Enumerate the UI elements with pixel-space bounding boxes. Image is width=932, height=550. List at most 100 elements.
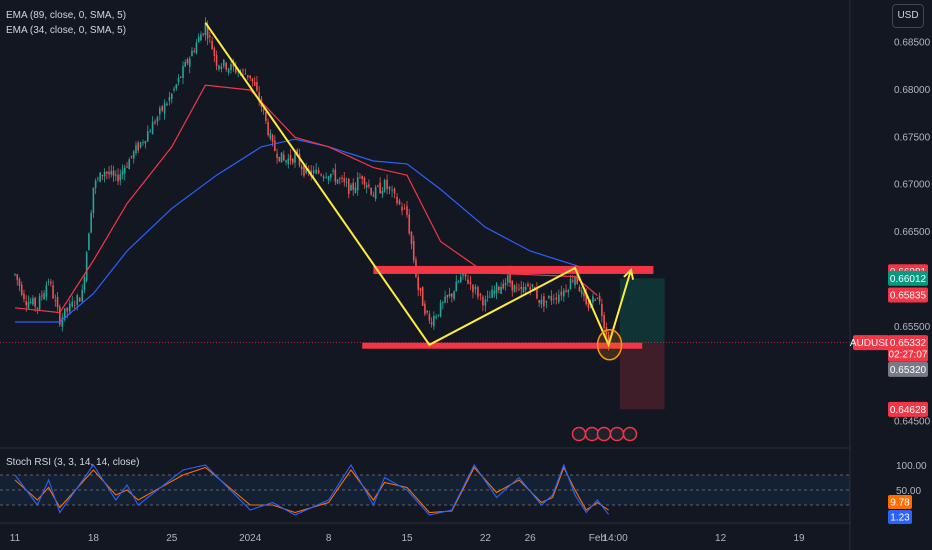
candle-body bbox=[305, 167, 307, 174]
candle-body bbox=[291, 158, 294, 163]
candle-body bbox=[474, 286, 477, 290]
price-badge-label: AUDUSD bbox=[850, 338, 892, 349]
candle-body bbox=[235, 66, 237, 73]
economic-event-icon bbox=[622, 426, 638, 442]
candle-body bbox=[81, 289, 83, 302]
candle-body bbox=[439, 302, 442, 317]
candle-body bbox=[130, 155, 133, 157]
price-badge bbox=[888, 335, 928, 351]
time-tick-label: 15 bbox=[401, 533, 413, 544]
candle-body bbox=[336, 179, 339, 184]
candle-body bbox=[330, 173, 332, 178]
candle-body bbox=[50, 281, 52, 284]
price-badge-label: 0.66012 bbox=[890, 274, 927, 285]
candle-body bbox=[128, 159, 131, 170]
candle-body bbox=[451, 293, 453, 297]
economic-event-icon bbox=[584, 426, 600, 442]
candle-body bbox=[34, 297, 36, 307]
candle-body bbox=[500, 286, 502, 294]
candle-body bbox=[204, 23, 207, 35]
candle-body bbox=[424, 303, 426, 315]
candle-body bbox=[85, 252, 88, 281]
ema34-legend[interactable]: EMA (34, close, 0, SMA, 5) bbox=[6, 25, 127, 36]
stoch-rsi-legend[interactable]: Stoch RSI (3, 3, 14, 14, close) bbox=[6, 457, 140, 468]
candle-body bbox=[444, 296, 446, 303]
candle-body bbox=[92, 187, 95, 213]
candle-body bbox=[383, 179, 386, 192]
candle-body bbox=[315, 169, 317, 174]
candle-body bbox=[47, 281, 50, 283]
candle-body bbox=[520, 286, 523, 289]
candle-body bbox=[94, 180, 97, 188]
candle-body bbox=[137, 142, 139, 151]
resistance-zone bbox=[373, 265, 654, 274]
candle-body bbox=[419, 288, 422, 291]
candle-body bbox=[332, 170, 334, 172]
candle-body bbox=[459, 276, 462, 282]
candle-body bbox=[151, 121, 154, 135]
candle-body bbox=[117, 174, 119, 182]
candle-body bbox=[567, 289, 570, 292]
candle-body bbox=[374, 187, 377, 199]
candle-body bbox=[142, 142, 144, 143]
price-badge bbox=[888, 361, 928, 377]
stoch-tick-label: 50.00 bbox=[896, 486, 921, 497]
candle-body bbox=[507, 275, 509, 283]
currency-button[interactable]: USD bbox=[892, 4, 924, 28]
candle-body bbox=[327, 176, 330, 181]
candle-body bbox=[472, 284, 474, 293]
candle-body bbox=[412, 240, 415, 261]
candle-body bbox=[90, 212, 92, 233]
candle-body bbox=[527, 284, 529, 287]
candle-body bbox=[345, 182, 348, 184]
candle-body bbox=[365, 184, 368, 188]
pattern-arrow-head bbox=[623, 267, 635, 280]
candle-body bbox=[361, 176, 363, 180]
candle-body bbox=[479, 293, 482, 296]
candle-body bbox=[435, 316, 437, 318]
candle-body bbox=[391, 189, 393, 191]
candle-body bbox=[179, 76, 182, 78]
candle-body bbox=[555, 297, 558, 300]
candle-body bbox=[25, 301, 27, 306]
candle-body bbox=[197, 36, 200, 43]
candle-body bbox=[469, 281, 472, 285]
candle-body bbox=[491, 289, 493, 298]
candle-body bbox=[548, 296, 550, 298]
time-tick-label: 18 bbox=[88, 533, 100, 544]
candle-body bbox=[182, 66, 184, 79]
candle-body bbox=[163, 103, 166, 114]
time-tick-label: 19 bbox=[793, 533, 805, 544]
candle-body bbox=[218, 65, 220, 70]
candle-body bbox=[108, 172, 110, 175]
time-tick-label: 11 bbox=[10, 533, 21, 544]
price-tick-label: 0.64500 bbox=[894, 416, 931, 427]
candle-body bbox=[258, 92, 260, 102]
candle-body bbox=[225, 62, 227, 70]
candle-body bbox=[215, 55, 218, 66]
candle-body bbox=[161, 105, 163, 111]
price-badge-label: 02:27:07 bbox=[889, 350, 928, 361]
candle-body bbox=[509, 271, 511, 284]
candle-body bbox=[543, 296, 545, 307]
candle-body bbox=[294, 153, 296, 163]
stop-zone bbox=[619, 342, 665, 410]
price-tick-label: 0.65500 bbox=[894, 322, 931, 333]
candle-body bbox=[54, 300, 57, 301]
ema89-legend[interactable]: EMA (89, close, 0, SMA, 5) bbox=[6, 10, 127, 21]
candle-body bbox=[513, 285, 516, 293]
candle-body bbox=[121, 170, 124, 175]
time-tick-label: 25 bbox=[166, 533, 178, 544]
candle-body bbox=[493, 290, 496, 294]
candle-body bbox=[274, 140, 276, 151]
candle-body bbox=[529, 287, 531, 290]
candle-body bbox=[101, 174, 104, 176]
candle-body bbox=[592, 296, 594, 303]
candle-body bbox=[379, 182, 381, 194]
candle-body bbox=[580, 290, 583, 294]
candle-body bbox=[195, 42, 198, 54]
candle-body bbox=[322, 176, 325, 179]
candle-body bbox=[147, 131, 149, 142]
candle-body bbox=[352, 182, 355, 190]
